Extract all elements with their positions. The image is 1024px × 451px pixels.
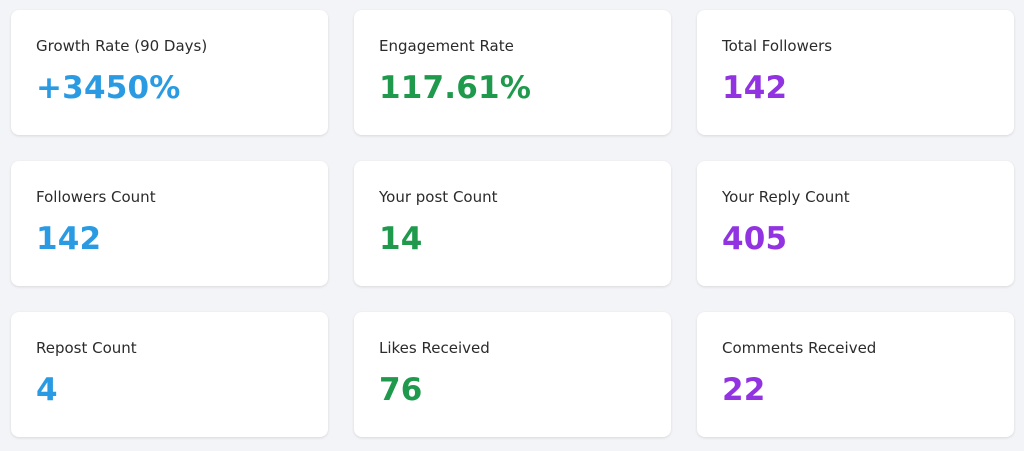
card-label: Likes Received bbox=[379, 339, 490, 357]
card-value: 142 bbox=[36, 221, 102, 257]
likes-received-card: Likes Received 76 bbox=[354, 312, 671, 437]
card-label: Your post Count bbox=[379, 188, 498, 206]
card-label: Engagement Rate bbox=[379, 37, 514, 55]
card-value: 22 bbox=[722, 372, 766, 408]
card-value: 4 bbox=[36, 372, 58, 408]
repost-count-card: Repost Count 4 bbox=[11, 312, 328, 437]
engagement-rate-card: Engagement Rate 117.61% bbox=[354, 10, 671, 135]
followers-count-card: Followers Count 142 bbox=[11, 161, 328, 286]
card-value: 117.61% bbox=[379, 70, 532, 106]
card-value: 14 bbox=[379, 221, 423, 257]
card-label: Your Reply Count bbox=[722, 188, 850, 206]
card-value: 142 bbox=[722, 70, 788, 106]
comments-received-card: Comments Received 22 bbox=[697, 312, 1014, 437]
card-label: Growth Rate (90 Days) bbox=[36, 37, 208, 55]
card-label: Comments Received bbox=[722, 339, 877, 357]
card-label: Followers Count bbox=[36, 188, 156, 206]
growth-rate-card: Growth Rate (90 Days) +3450% bbox=[11, 10, 328, 135]
post-count-card: Your post Count 14 bbox=[354, 161, 671, 286]
card-value: +3450% bbox=[36, 70, 181, 106]
card-value: 405 bbox=[722, 221, 788, 257]
reply-count-card: Your Reply Count 405 bbox=[697, 161, 1014, 286]
card-value: 76 bbox=[379, 372, 423, 408]
card-label: Total Followers bbox=[722, 37, 833, 55]
total-followers-card: Total Followers 142 bbox=[697, 10, 1014, 135]
card-label: Repost Count bbox=[36, 339, 137, 357]
